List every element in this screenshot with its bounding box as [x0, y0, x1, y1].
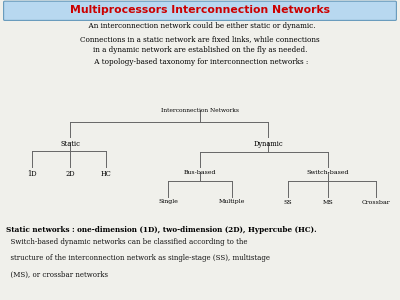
Text: SS: SS	[284, 200, 292, 205]
Text: A topology-based taxonomy for interconnection networks :: A topology-based taxonomy for interconne…	[92, 58, 308, 66]
Text: Multiple: Multiple	[219, 200, 245, 205]
Text: Switch-based: Switch-based	[307, 169, 349, 175]
FancyBboxPatch shape	[4, 1, 396, 20]
Text: 1D: 1D	[27, 169, 37, 178]
Text: HC: HC	[101, 169, 111, 178]
Text: Single: Single	[158, 200, 178, 205]
Text: Connections in a static network are fixed links, while connections: Connections in a static network are fixe…	[80, 35, 320, 43]
Text: Multiprocessors Interconnection Networks: Multiprocessors Interconnection Networks	[70, 5, 330, 16]
Text: Dynamic: Dynamic	[253, 140, 283, 148]
Text: Static networks : one-dimension (1D), two-dimension (2D), Hypercube (HC).: Static networks : one-dimension (1D), tw…	[6, 226, 317, 234]
Text: in a dynamic network are established on the fly as needed.: in a dynamic network are established on …	[93, 46, 307, 55]
Text: Static: Static	[60, 140, 80, 148]
Text: MS: MS	[323, 200, 333, 205]
Text: Switch-based dynamic networks can be classified according to the: Switch-based dynamic networks can be cla…	[6, 238, 248, 246]
Text: Interconnection Networks: Interconnection Networks	[161, 108, 239, 113]
Text: Crossbar: Crossbar	[362, 200, 390, 205]
Text: (MS), or crossbar networks: (MS), or crossbar networks	[6, 271, 108, 279]
Text: Bus-based: Bus-based	[184, 169, 216, 175]
Text: An interconnection network could be either static or dynamic.: An interconnection network could be eith…	[84, 22, 316, 31]
Text: 2D: 2D	[65, 169, 75, 178]
Text: structure of the interconnection network as single-stage (SS), multistage: structure of the interconnection network…	[6, 254, 270, 262]
